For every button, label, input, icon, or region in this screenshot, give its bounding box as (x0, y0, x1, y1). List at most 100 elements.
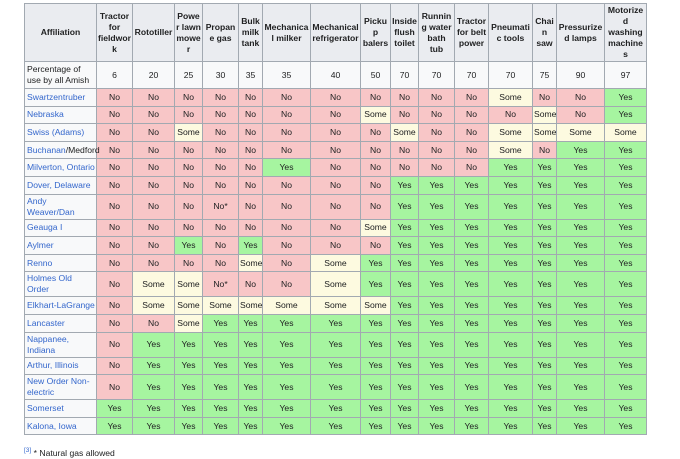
affiliation-link[interactable]: New Order Non-electric (27, 376, 90, 398)
status-cell-some: Some (532, 105, 557, 125)
status-cell-yes: Yes (360, 374, 391, 401)
status-cell-some: Some (310, 271, 361, 298)
status-cell-no: No (262, 123, 311, 142)
column-header: Mechanical milker (262, 3, 311, 62)
status-cell-yes: Yes (454, 218, 489, 238)
status-cell-some: Some (202, 296, 239, 315)
status-cell-no: No (96, 271, 133, 298)
affiliation-link[interactable]: Swiss (Adams) (27, 126, 85, 137)
affiliation-link[interactable]: Kalona, Iowa (27, 420, 77, 431)
status-cell-no: No (132, 313, 175, 333)
affiliation-cell: Somerset (24, 399, 97, 418)
percentage-cell: 35 (238, 61, 263, 89)
status-cell-no: No (454, 123, 489, 142)
status-cell-some: Some (310, 296, 361, 315)
status-cell-no: No (360, 158, 391, 177)
affiliation-cell: Dover, Delaware (24, 175, 97, 195)
status-cell-yes: Yes (488, 158, 533, 177)
status-cell-no: No (556, 88, 605, 107)
status-cell-yes: Yes (262, 356, 311, 376)
column-header: Affiliation (24, 3, 97, 62)
affiliation-link[interactable]: Somerset (27, 402, 64, 413)
status-cell-no: No (310, 236, 361, 255)
status-cell-yes: Yes (454, 399, 489, 418)
status-cell-some: Some (132, 271, 175, 298)
status-cell-yes: Yes (390, 175, 419, 195)
affiliation-cell: Swiss (Adams) (24, 123, 97, 142)
status-cell-yes: Yes (604, 105, 647, 125)
status-cell-yes: Yes (556, 296, 605, 315)
status-cell-no: No (96, 88, 133, 107)
status-cell-no: No (96, 123, 133, 142)
column-header: Mechanical refrigerator (310, 3, 361, 62)
table-row: Holmes Old Order No Some Some No* No No Some Yes… (24, 271, 647, 298)
affiliation-link[interactable]: Swartzentruber (27, 91, 86, 102)
status-cell-yes: Yes (238, 236, 263, 255)
column-header: Motorized washing machines (604, 3, 647, 62)
affiliation-link[interactable]: Lancaster (27, 317, 65, 328)
affiliation-link[interactable]: Dover, Delaware (27, 179, 91, 190)
status-cell-yes: Yes (132, 331, 175, 358)
status-cell-no: No (390, 88, 419, 107)
status-cell-yes: Yes (390, 374, 419, 401)
status-cell-some: Some (174, 296, 203, 315)
status-cell-no: No (96, 313, 133, 333)
affiliation-link[interactable]: Geauga I (27, 222, 63, 233)
status-cell-no: No (132, 105, 175, 125)
status-cell-yes: Yes (454, 331, 489, 358)
status-cell-some: Some (488, 123, 533, 142)
status-cell-yes: Yes (310, 416, 361, 436)
affiliation-link[interactable]: Nebraska (27, 109, 64, 120)
status-cell-yes: Yes (604, 331, 647, 358)
status-cell-yes: Yes (604, 236, 647, 255)
affiliation-link[interactable]: Renno (27, 257, 53, 268)
status-cell-no: No (360, 123, 391, 142)
status-cell-no: No (132, 253, 175, 273)
table-row: Renno No No No No Some No Some Yes Yes Yes Yes Yes Ye… (24, 253, 647, 273)
status-cell-yes: Yes (488, 236, 533, 255)
status-cell-yes: Yes (132, 356, 175, 376)
affiliation-suffix: /Medford (65, 144, 100, 155)
status-cell-yes: Yes (238, 416, 263, 436)
status-cell-yes: Yes (202, 313, 239, 333)
status-cell-yes: Yes (532, 399, 557, 418)
status-cell-yes: Yes (390, 331, 419, 358)
status-cell-no: No (202, 175, 239, 195)
affiliation-link[interactable]: Buchanan (27, 144, 66, 155)
status-cell-no: No (360, 236, 391, 255)
status-cell-yes: Yes (310, 313, 361, 333)
affiliation-link[interactable]: Milverton, Ontario (27, 162, 95, 173)
affiliation-link[interactable]: Aylmer (27, 239, 54, 250)
table-row: Nappanee, Indiana No Yes Yes Yes Yes Yes Yes Yes… (24, 331, 647, 358)
affiliation-link[interactable]: Arthur, Illinois (27, 360, 79, 371)
status-cell-yes: Yes (454, 356, 489, 376)
status-cell-no: No (202, 105, 239, 125)
status-cell-yes: Yes (532, 416, 557, 436)
status-cell-yes: Yes (556, 271, 605, 298)
status-cell-no: No (202, 158, 239, 177)
affiliation-link[interactable]: Holmes Old Order (27, 273, 72, 295)
status-cell-yes: Yes (604, 158, 647, 177)
status-cell-yes: Yes (390, 253, 419, 273)
status-cell-no: No (132, 158, 175, 177)
affiliation-link[interactable]: Elkhart-LaGrange (27, 300, 95, 311)
status-cell-yes: Yes (604, 253, 647, 273)
affiliation-link[interactable]: Andy Weaver/Dan (27, 195, 75, 217)
status-cell-some: Some (604, 123, 647, 142)
status-cell-no: No (132, 175, 175, 195)
status-cell-no: No (390, 140, 419, 160)
status-cell-yes: Yes (556, 313, 605, 333)
footnote-ref-link[interactable]: [3] (24, 447, 32, 455)
status-cell-yes: Yes (390, 313, 419, 333)
status-cell-no: No (96, 356, 133, 376)
status-cell-yes: Yes (604, 399, 647, 418)
status-cell-no: No (174, 253, 203, 273)
status-cell-some: Some (238, 296, 263, 315)
status-cell-yes: Yes (532, 356, 557, 376)
status-cell-no: No (360, 88, 391, 107)
status-cell-yes: Yes (532, 218, 557, 238)
status-cell-no: No (174, 88, 203, 107)
column-header: Inside flush toilet (390, 3, 419, 62)
affiliation-link[interactable]: Nappanee, Indiana (27, 333, 70, 355)
status-cell-some: Some (262, 296, 311, 315)
